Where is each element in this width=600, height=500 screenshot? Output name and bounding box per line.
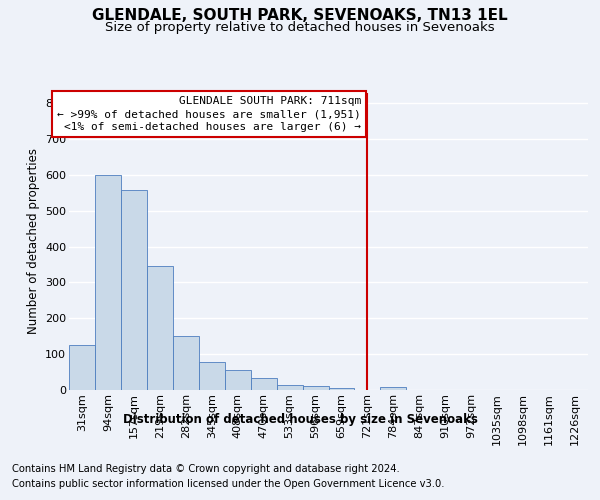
Text: GLENDALE SOUTH PARK: 711sqm
← >99% of detached houses are smaller (1,951)
<1% of: GLENDALE SOUTH PARK: 711sqm ← >99% of de… (57, 96, 361, 132)
Bar (95, 175, 121, 390)
Bar (302, 386, 329, 390)
Bar (329, 388, 355, 390)
Y-axis label: Number of detached properties: Number of detached properties (26, 148, 40, 334)
Text: GLENDALE, SOUTH PARK, SEVENOAKS, TN13 1EL: GLENDALE, SOUTH PARK, SEVENOAKS, TN13 1E… (92, 8, 508, 23)
Bar (277, 384, 302, 390)
Text: Size of property relative to detached houses in Sevenoaks: Size of property relative to detached ho… (105, 21, 495, 34)
Text: Distribution of detached houses by size in Sevenoaks: Distribution of detached houses by size … (122, 412, 478, 426)
Bar (380, 387, 406, 390)
Bar (147, 266, 173, 390)
Bar (121, 190, 147, 390)
Text: Contains public sector information licensed under the Open Government Licence v3: Contains public sector information licen… (12, 479, 445, 489)
Bar (251, 378, 277, 390)
Bar (225, 370, 251, 390)
Bar (173, 336, 199, 390)
Bar (199, 362, 224, 390)
Text: Contains HM Land Registry data © Crown copyright and database right 2024.: Contains HM Land Registry data © Crown c… (12, 464, 400, 474)
Bar (69, 345, 95, 390)
